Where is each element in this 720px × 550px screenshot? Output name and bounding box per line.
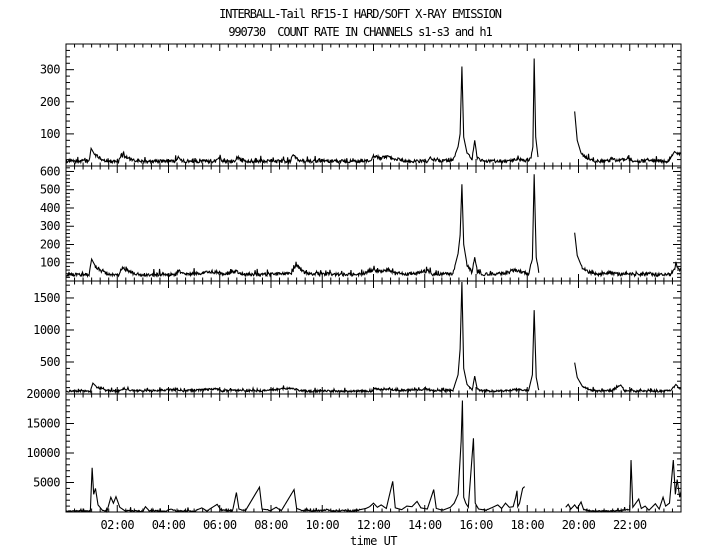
y-tick-label: 200 [40,95,60,109]
series-s3 [65,281,540,394]
x-tick-label: 02:00 [100,518,134,532]
x-tick-label: 20:00 [562,518,596,532]
y-tick-label: 1500 [33,291,60,305]
y-tick-label: 20000 [26,387,60,401]
series-s1-after-gap [574,111,682,164]
panel-frame-h1 [65,393,682,513]
y-tick-label: 200 [40,237,60,251]
y-tick-label: 15000 [26,417,60,431]
series-s2-after-gap [574,232,682,278]
x-tick-label: 22:00 [613,518,647,532]
series-h1-after-gap [565,460,682,513]
panel-frame-s2 [65,165,682,282]
x-tick-label: 18:00 [510,518,544,532]
y-tick-label: 400 [40,201,60,215]
series-h1 [65,400,526,514]
panel-frame-s1 [65,43,682,167]
y-tick-label: 500 [40,355,60,369]
chart-title: INTERBALL-Tail RF15-I HARD/SOFT X-RAY EM… [219,7,502,21]
x-tick-label: 08:00 [254,518,288,532]
y-tick-label: 1000 [33,323,60,337]
x-tick-label: 10:00 [305,518,339,532]
y-tick-label: 100 [40,127,60,141]
x-tick-label: 16:00 [459,518,493,532]
y-tick-label: 300 [40,219,60,233]
panel-frame-s3 [65,280,682,395]
x-tick-label: 04:00 [152,518,186,532]
series-s3-after-gap [574,362,682,394]
x-tick-label: 12:00 [357,518,391,532]
y-tick-label: 5000 [33,476,60,490]
series-s1 [65,58,539,165]
chart-subtitle: 990730 COUNT RATE IN CHANNELS s1-s3 and … [228,25,492,39]
y-tick-label: 300 [40,63,60,77]
x-axis-title: time UT [350,534,397,548]
x-tick-label: 06:00 [203,518,237,532]
y-tick-label: 500 [40,183,60,197]
y-tick-label: 100 [40,256,60,270]
series-s2 [65,174,540,278]
y-tick-label: 10000 [26,446,60,460]
x-tick-label: 14:00 [408,518,442,532]
y-tick-label: 600 [40,164,60,178]
